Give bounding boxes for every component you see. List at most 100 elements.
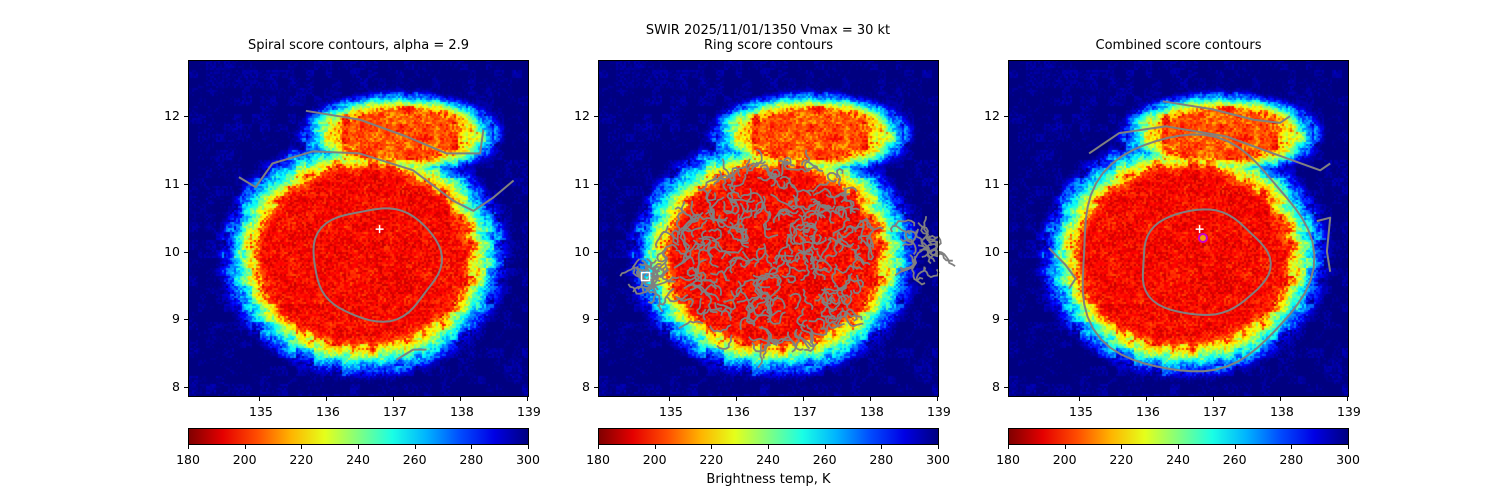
colorbar-tick-label: 200 xyxy=(232,452,257,467)
colorbar-label: Brightness temp, K xyxy=(706,472,831,487)
colorbar-tick-mark xyxy=(358,445,359,449)
score-contour xyxy=(739,250,751,269)
score-contour xyxy=(815,260,826,281)
score-contour xyxy=(748,302,767,317)
score-contour xyxy=(779,176,791,190)
colorbar-tick-label: 280 xyxy=(869,452,894,467)
colorbar-tick-mark xyxy=(598,445,599,449)
score-contour xyxy=(745,158,758,172)
score-contour xyxy=(778,159,801,171)
score-contour xyxy=(760,266,779,281)
score-contour xyxy=(927,235,939,255)
x-tick-label: 138 xyxy=(859,404,884,419)
colorbar-tick-mark xyxy=(414,445,416,449)
score-contour xyxy=(801,159,821,173)
score-contour xyxy=(676,211,683,235)
score-contour xyxy=(814,291,837,302)
colorbar-tick-label: 240 xyxy=(756,452,780,467)
panel-title: Ring score contours xyxy=(703,38,834,53)
score-contour xyxy=(847,274,865,289)
score-contour xyxy=(740,277,765,288)
score-contour xyxy=(788,217,800,240)
score-contour xyxy=(1162,100,1291,124)
x-tick-label: 136 xyxy=(726,404,750,419)
score-contour xyxy=(840,199,855,214)
score-contour xyxy=(923,266,940,279)
score-contour xyxy=(843,223,865,233)
y-tick-mark xyxy=(184,386,188,388)
score-contour xyxy=(764,223,779,239)
score-contour xyxy=(238,150,515,212)
colorbar-tick-mark xyxy=(824,445,826,449)
x-tick-mark xyxy=(526,397,528,401)
score-contour xyxy=(767,311,786,325)
colorbar-tick-label: 220 xyxy=(289,452,314,467)
y-tick-label: 9 xyxy=(172,311,180,327)
x-tick-label: 137 xyxy=(383,404,407,419)
x-tick-label: 138 xyxy=(1269,404,1294,419)
score-contour xyxy=(632,258,643,280)
y-tick-label: 9 xyxy=(582,311,590,327)
y-tick-label: 12 xyxy=(574,108,590,124)
score-contour xyxy=(694,229,707,251)
score-contour xyxy=(934,249,956,267)
score-contour xyxy=(844,313,864,328)
score-contour xyxy=(803,149,811,171)
score-contour xyxy=(794,248,812,263)
score-contour xyxy=(831,263,839,288)
x-tick-mark xyxy=(393,397,394,401)
score-contour xyxy=(637,277,658,290)
score-contour xyxy=(843,186,858,203)
colorbar-tick-label: 220 xyxy=(699,452,724,467)
colorbar-tick-label: 260 xyxy=(1222,452,1247,467)
x-tick-label: 137 xyxy=(793,404,817,419)
score-contour xyxy=(810,327,828,337)
colorbar-tick-label: 260 xyxy=(402,452,427,467)
score-contour xyxy=(814,254,836,262)
score-contour xyxy=(808,234,827,245)
x-tick-mark xyxy=(459,397,461,401)
score-contour xyxy=(678,216,701,232)
score-contour xyxy=(708,227,723,242)
score-contour xyxy=(712,208,726,229)
score-contour xyxy=(799,331,818,348)
score-contour xyxy=(746,187,752,214)
score-contour xyxy=(736,227,748,242)
x-tick-mark xyxy=(1346,397,1348,401)
score-contour xyxy=(764,297,773,321)
x-tick-mark xyxy=(259,397,260,401)
x-tick-label: 139 xyxy=(926,404,951,419)
score-contour xyxy=(696,297,707,316)
score-contour xyxy=(727,173,747,188)
score-contour xyxy=(791,330,800,353)
y-tick-label: 9 xyxy=(992,311,1000,327)
score-contour xyxy=(679,229,692,247)
panel-title: Combined score contours xyxy=(1095,38,1262,53)
colorbar-tick-label: 200 xyxy=(1052,452,1077,467)
colorbar-tick-mark xyxy=(1234,445,1236,449)
score-contour xyxy=(739,202,758,213)
x-tick-mark xyxy=(669,397,670,401)
score-contour xyxy=(705,188,717,202)
colorbar-tick-label: 280 xyxy=(1279,452,1304,467)
y-tick-mark xyxy=(1004,319,1008,321)
score-contour xyxy=(893,219,916,228)
score-contour xyxy=(704,279,723,296)
score-contour xyxy=(777,208,792,221)
score-contour xyxy=(758,326,779,342)
y-tick-mark xyxy=(1004,116,1008,118)
score-contour xyxy=(915,267,927,286)
score-contour xyxy=(697,174,718,192)
score-contour xyxy=(739,207,745,233)
x-tick-label: 135 xyxy=(659,404,683,419)
panel-title: Spiral score contours, alpha = 2.9 xyxy=(247,38,470,53)
score-contour xyxy=(680,200,695,222)
score-contour xyxy=(802,288,814,310)
colorbar-tick-label: 260 xyxy=(812,452,837,467)
score-contour xyxy=(710,270,730,282)
score-contour xyxy=(731,166,742,182)
colorbar xyxy=(598,428,939,445)
heatmap-panel xyxy=(188,60,529,397)
score-contour xyxy=(727,213,740,235)
score-contour xyxy=(720,306,733,321)
